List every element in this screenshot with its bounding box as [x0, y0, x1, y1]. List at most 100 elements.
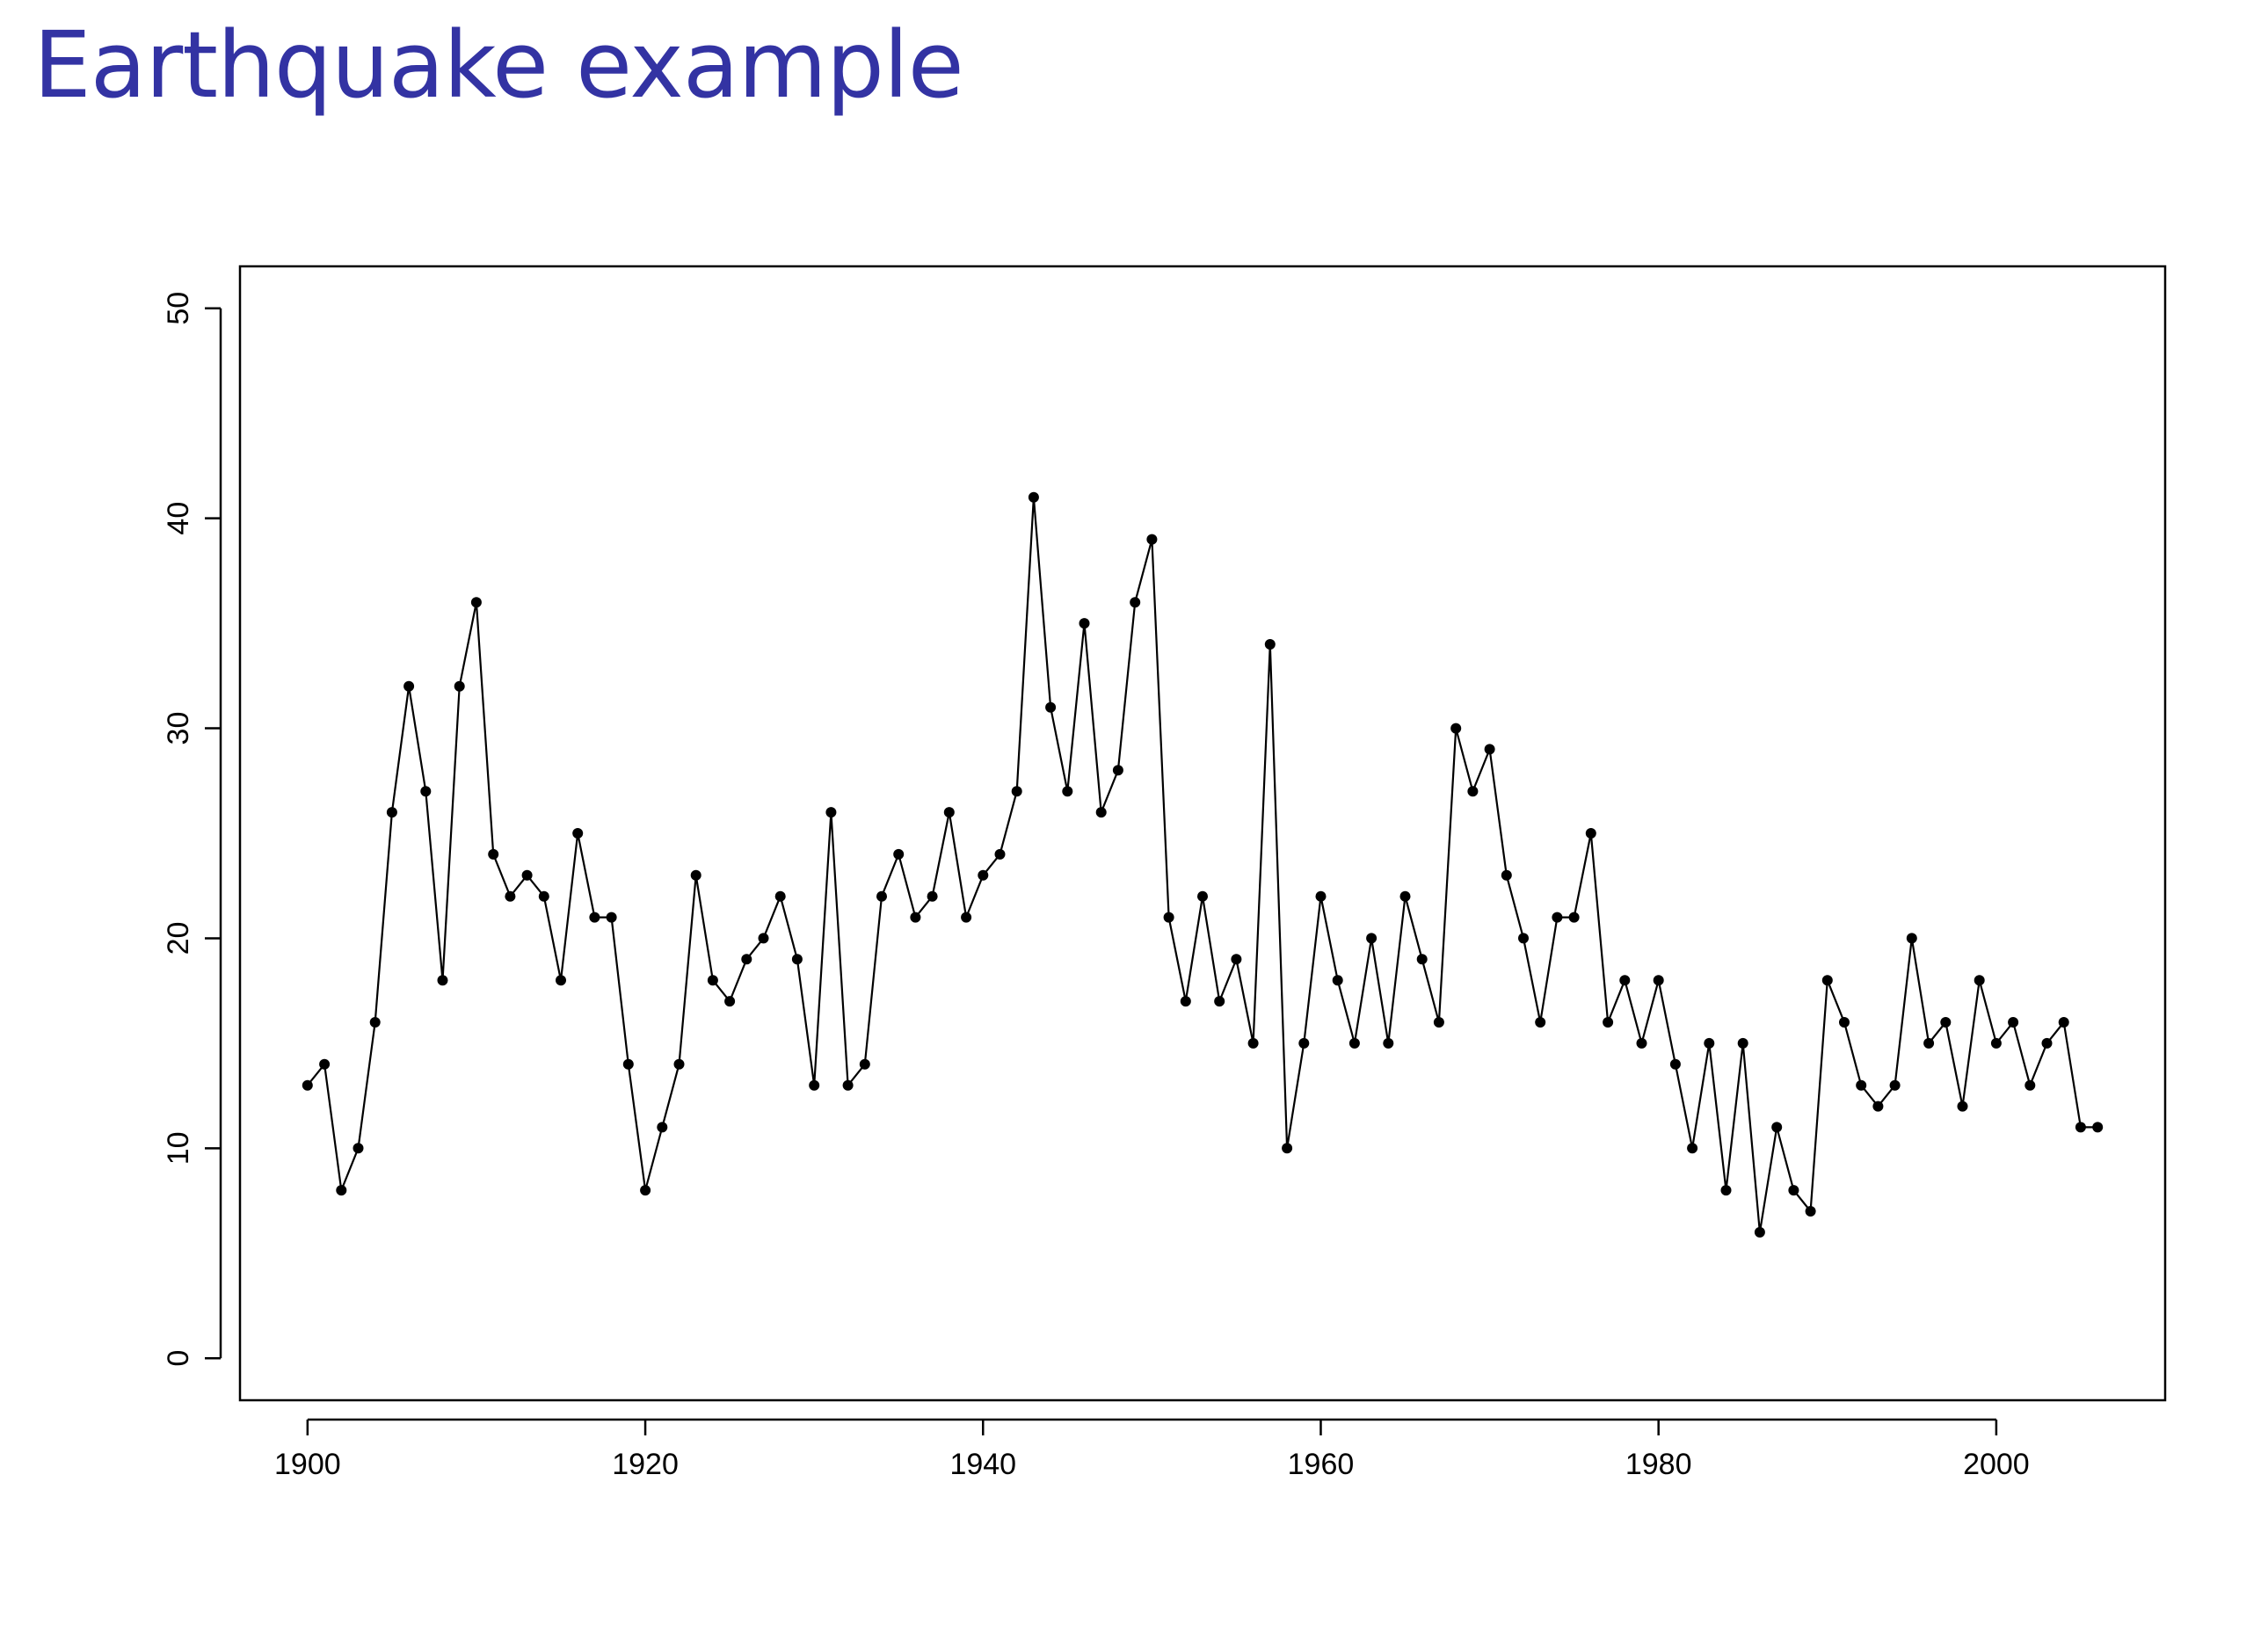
data-point [1737, 1037, 1748, 1049]
data-point [673, 1058, 685, 1070]
data-point [1399, 890, 1411, 902]
data-point [1619, 975, 1631, 986]
data-point [488, 848, 499, 860]
data-point [2058, 1017, 2069, 1028]
x-tick-label: 1920 [612, 1448, 679, 1481]
data-point [521, 869, 533, 881]
data-point [1282, 1143, 1293, 1154]
y-tick-label: 10 [162, 1131, 195, 1165]
data-point [1231, 954, 1242, 965]
x-tick-label: 1900 [274, 1448, 341, 1481]
data-point [1821, 975, 1833, 986]
y-tick-label: 20 [162, 922, 195, 955]
data-point [1112, 765, 1123, 776]
data-point [943, 807, 955, 818]
data-point [1264, 639, 1276, 650]
data-point [1298, 1037, 1310, 1049]
data-point [470, 597, 482, 608]
data-point [876, 890, 887, 902]
data-point [1535, 1017, 1546, 1028]
data-point [1585, 828, 1596, 839]
data-point [842, 1079, 854, 1091]
data-point [1163, 912, 1174, 923]
x-tick-label: 2000 [1963, 1448, 2030, 1481]
data-point [791, 954, 803, 965]
data-point [556, 975, 566, 986]
data-point [1603, 1017, 1614, 1028]
data-point [2024, 1079, 2036, 1091]
data-point [437, 975, 448, 986]
data-point [420, 786, 432, 797]
y-tick-label: 30 [162, 712, 195, 745]
slide-title: Earthquake example [33, 11, 964, 119]
data-point [1669, 1058, 1681, 1070]
data-point [1518, 933, 1529, 944]
data-point [454, 680, 465, 692]
data-point [336, 1185, 347, 1196]
data-point [1450, 723, 1462, 734]
data-point [657, 1122, 668, 1133]
data-point [1687, 1143, 1698, 1154]
data-point [1923, 1037, 1935, 1049]
data-point [319, 1058, 331, 1070]
data-point [994, 848, 1006, 860]
y-tick-label: 0 [162, 1350, 195, 1367]
data-point [1856, 1079, 1867, 1091]
series-layer [302, 491, 2104, 1238]
data-point [690, 869, 701, 881]
data-point [927, 890, 938, 902]
y-axis: 0 10 20 30 40 50 [162, 292, 222, 1367]
data-point [1130, 597, 1141, 608]
data-point [353, 1143, 364, 1154]
data-point [1315, 890, 1327, 902]
data-point [1906, 933, 1917, 944]
x-tick-label: 1980 [1625, 1448, 1692, 1481]
data-point [1839, 1017, 1850, 1028]
data-point [589, 912, 600, 923]
data-point [724, 996, 736, 1007]
data-point [774, 890, 786, 902]
data-point [1889, 1079, 1901, 1091]
data-point [1636, 1037, 1647, 1049]
data-point [825, 807, 837, 818]
data-point [386, 807, 397, 818]
series-line [306, 496, 2098, 1234]
x-tick-label: 1940 [949, 1448, 1016, 1481]
data-point [1940, 1017, 1952, 1028]
data-point [1720, 1185, 1732, 1196]
data-point [2008, 1017, 2019, 1028]
data-point [961, 912, 972, 923]
data-point [1348, 1037, 1360, 1049]
plot-frame [238, 265, 2167, 1402]
data-point [1011, 786, 1022, 797]
data-point [572, 828, 584, 839]
data-point [893, 848, 905, 860]
data-point [1214, 996, 1225, 1007]
data-point [1383, 1037, 1394, 1049]
data-point [859, 1058, 870, 1070]
x-tick-label: 1960 [1288, 1448, 1355, 1481]
data-point [758, 933, 769, 944]
data-point [1095, 807, 1107, 818]
data-point [2041, 1037, 2053, 1049]
data-point [1990, 1037, 2002, 1049]
data-point [403, 680, 415, 692]
data-point [622, 1058, 634, 1070]
data-point [505, 890, 516, 902]
data-point [369, 1017, 381, 1028]
data-point [1788, 1185, 1799, 1196]
data-point [1045, 701, 1057, 713]
data-point [1366, 933, 1378, 944]
data-point [1704, 1037, 1715, 1049]
data-point [302, 1079, 313, 1091]
data-point [1805, 1206, 1816, 1217]
data-point [1872, 1101, 1884, 1112]
data-point [606, 912, 617, 923]
data-point [538, 890, 549, 902]
data-point [1028, 491, 1039, 503]
data-point [1974, 975, 1985, 986]
data-point [640, 1185, 651, 1196]
data-point [1247, 1037, 1259, 1049]
y-tick-label: 50 [162, 292, 195, 325]
